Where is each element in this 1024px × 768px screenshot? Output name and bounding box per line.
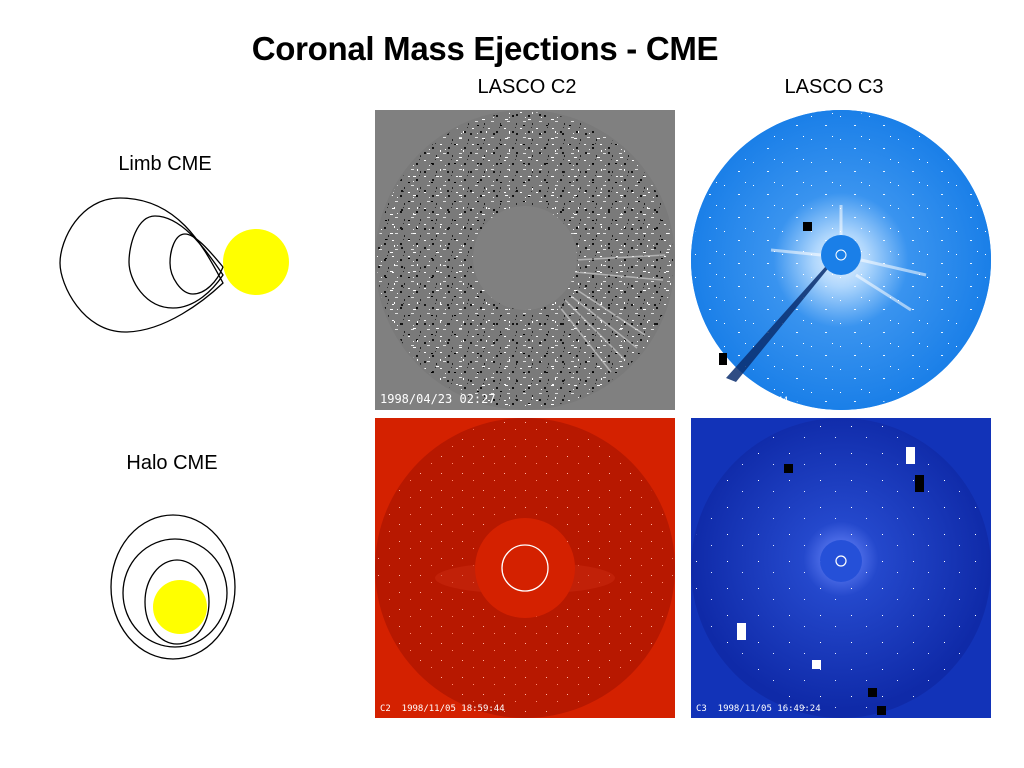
slide-title: Coronal Mass Ejections - CME <box>251 30 719 67</box>
lasco-c3-limb-image: 1998/04/23 02:44 <box>691 110 991 410</box>
column-header-c3: LASCO C3 <box>784 76 884 98</box>
c2-halo-timestamp: C2 1998/11/05 18:59:44 <box>380 704 505 714</box>
lasco-c3-halo-image: C3 1998/11/05 16:49:24 <box>691 418 991 718</box>
halo-cme-sun <box>153 580 207 634</box>
c3-halo-occulter <box>820 540 862 582</box>
limb-cme-middle-loop <box>128 215 224 309</box>
halo-cme-outer-loop <box>110 514 236 660</box>
c2-limb-occulter <box>473 206 577 310</box>
c2-halo-occulter <box>475 518 575 618</box>
column-header-c2: LASCO C2 <box>477 76 577 98</box>
lasco-c2-limb-image: 1998/04/23 02:27 <box>375 110 675 410</box>
limb-cme-diagram <box>59 197 289 333</box>
c3-halo-timestamp: C3 1998/11/05 16:49:24 <box>696 704 821 714</box>
lasco-c2-halo-image: C2 1998/11/05 18:59:44 <box>375 418 675 718</box>
halo-cme-middle-loop <box>122 538 228 648</box>
limb-cme-outer-loop <box>59 197 224 333</box>
row-label-halo-cme: Halo CME <box>126 452 218 474</box>
limb-cme-sun <box>223 229 289 295</box>
halo-cme-inner-loop <box>144 559 210 645</box>
row-label-limb-cme: Limb CME <box>118 153 212 175</box>
c2-limb-timestamp: 1998/04/23 02:27 <box>380 392 496 406</box>
halo-cme-diagram <box>110 514 236 660</box>
c3-limb-soho-logo <box>955 385 979 401</box>
limb-cme-inner-loop <box>169 233 224 295</box>
c3-limb-pylon-shadow <box>726 265 831 382</box>
c3-limb-occulter <box>821 235 861 275</box>
c3-limb-timestamp: 1998/04/23 02:44 <box>696 396 789 406</box>
